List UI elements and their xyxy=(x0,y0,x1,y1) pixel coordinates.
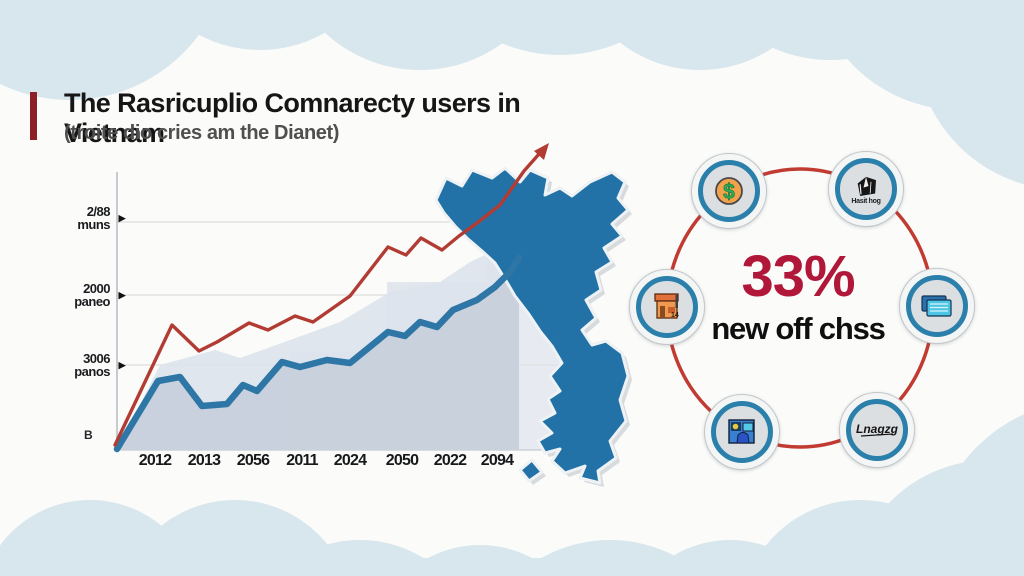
y-tick-unit: panos xyxy=(74,364,110,379)
badge-pos-terminal xyxy=(704,394,780,470)
svg-text:$: $ xyxy=(723,181,735,204)
left-accent-bar xyxy=(30,92,37,140)
badge-package: Hasit hog xyxy=(828,151,904,227)
page-title: The Rasricuplio Comnarecty users in Viet… xyxy=(64,88,521,148)
tick-arrow-icon: ▶ xyxy=(118,360,126,370)
stat-label: new off chss xyxy=(711,311,886,346)
vietnam-map-shape xyxy=(434,166,630,485)
x-tick-label: 2013 xyxy=(187,452,221,469)
users-trend-line xyxy=(113,254,523,453)
stat-value: 33% xyxy=(741,244,855,309)
x-tick-label: 2022 xyxy=(433,452,467,469)
x-tick-label: 2050 xyxy=(385,452,419,469)
badge-dollar: $ xyxy=(691,153,767,229)
growth-trend-line xyxy=(113,152,541,447)
tick-arrow-icon: ▶ xyxy=(118,213,126,223)
y-tick-value: 2/88 xyxy=(86,204,111,219)
svg-text:14: 14 xyxy=(671,312,679,319)
pos-terminal-icon xyxy=(728,419,755,444)
under-blue-area xyxy=(117,258,519,450)
y-tick-value: 3006 xyxy=(83,351,110,366)
stat-block: 33% new off chss xyxy=(666,246,930,350)
badge-package-label: Hasit hog xyxy=(851,197,881,205)
origin-label: B xyxy=(84,428,93,442)
credit-card-icon xyxy=(921,295,952,317)
y-tick-value: 2000 xyxy=(83,281,110,296)
tick-arrow-icon: ▶ xyxy=(118,290,126,300)
storefront-icon: 14 xyxy=(654,293,679,319)
badge-credit-card xyxy=(899,268,975,344)
dollar-icon: $ xyxy=(715,177,743,205)
vietnam-map xyxy=(434,166,632,487)
page-subtitle: (troite dio cries am the Dianet) xyxy=(64,122,340,144)
y-tick-label-3: 3006 panos ▶ xyxy=(58,351,125,379)
x-tick-label: 2011 xyxy=(286,452,318,469)
svg-text:Lnagzg: Lnagzg xyxy=(856,422,899,436)
y-tick-unit: muns xyxy=(77,217,110,232)
y-tick-label-1: 2/88 muns ▶ xyxy=(58,204,125,232)
package-icon xyxy=(857,176,876,196)
brand-logo-icon: Lnagzg xyxy=(856,422,899,437)
y-tick-unit: paneo xyxy=(74,294,110,309)
y-tick-label-2: 2000 paneo ▶ xyxy=(58,281,125,309)
x-tick-label: 2012 xyxy=(138,452,172,469)
trend-arrowhead-icon xyxy=(534,143,549,160)
badge-brand-logo: Lnagzg xyxy=(839,392,915,468)
x-tick-label: 2024 xyxy=(333,452,367,469)
x-tick-label: 2094 xyxy=(480,452,514,469)
badge-storefront: 14 xyxy=(629,269,705,345)
x-tick-label: 2056 xyxy=(236,452,270,469)
